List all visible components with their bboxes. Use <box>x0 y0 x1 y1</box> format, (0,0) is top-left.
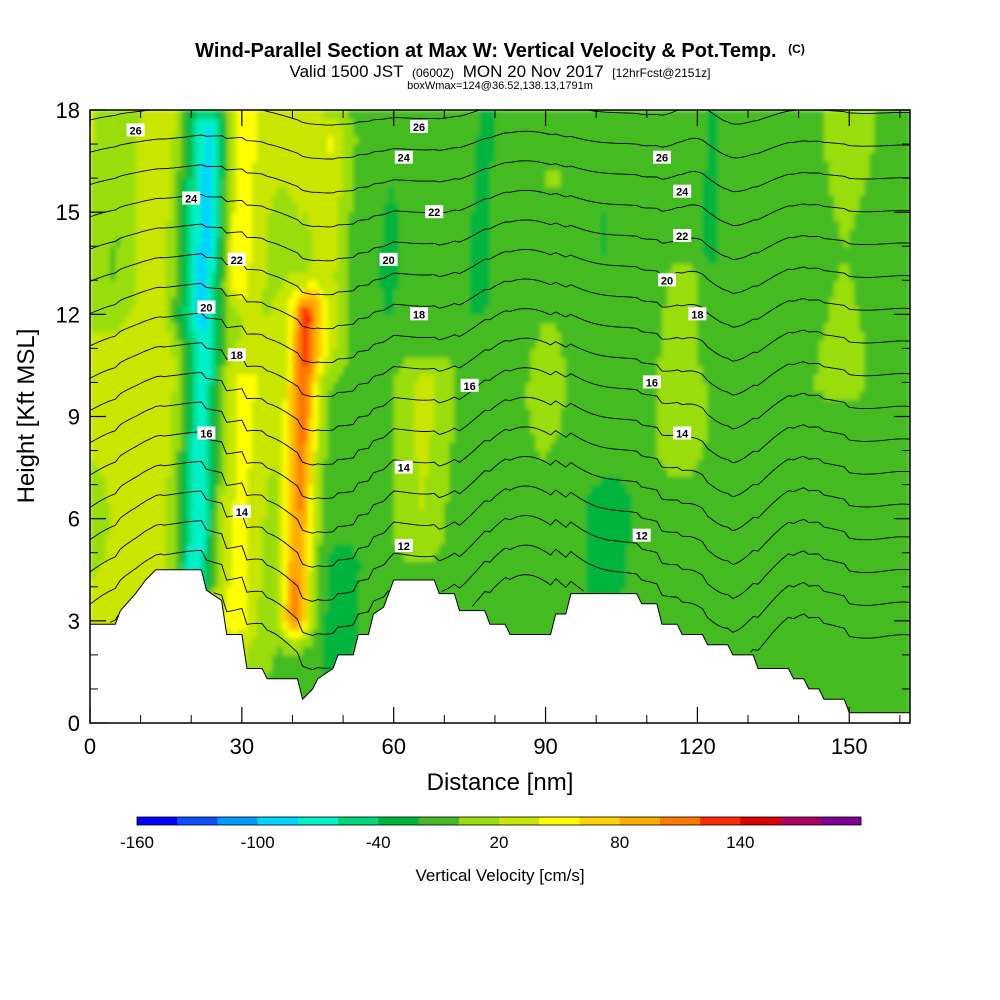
colorbar-swatch <box>579 817 620 825</box>
colorbar-swatch <box>137 817 178 825</box>
colorbar-swatch <box>619 817 661 825</box>
x-tick-label: 90 <box>533 734 557 759</box>
theta-contour-label: 26 <box>410 120 428 134</box>
colorbar-swatch <box>740 817 781 825</box>
theta-contour-line <box>90 249 910 296</box>
colorbar-swatch <box>659 817 701 825</box>
theta-contour-label: 26 <box>126 123 145 137</box>
theta-contour-line <box>90 110 910 126</box>
x-tick-label: 150 <box>831 734 868 759</box>
x-tick-label: 120 <box>679 734 716 759</box>
y-tick-label: 6 <box>68 507 80 532</box>
box-info: boxWmax=124@36.52,138.13,1791m <box>407 80 593 92</box>
theta-contour-label: 16 <box>460 378 479 393</box>
theta-contour-line <box>90 426 910 500</box>
theta-contour-label: 20 <box>379 252 398 267</box>
subtitle-date: MON 20 Nov 2017 <box>463 62 604 81</box>
colorbar-swatch <box>217 817 258 825</box>
theta-contour-label: 20 <box>658 273 676 287</box>
colorbar: -160 -100 -40 20 80 140 <box>120 816 862 852</box>
theta-contour-label: 18 <box>227 348 246 362</box>
y-tick-label: 9 <box>68 405 80 430</box>
colorbar-title: Vertical Velocity [cm/s] <box>415 866 584 885</box>
colorbar-swatch <box>297 817 339 825</box>
theta-contour-label: 22 <box>673 229 692 243</box>
colorbar-swatch <box>780 817 822 825</box>
plot-area: 26 24 22 20 18 16 14 26 24 22 20 18 16 14 12 26 24 22 20 18… <box>90 110 910 723</box>
theta-contour-label: 12 <box>632 528 651 543</box>
theta-contour-label: 14 <box>673 426 692 441</box>
theta-contour-label: 16 <box>642 375 661 389</box>
contour-labels: 26 24 22 20 18 16 14 26 24 22 20 18 16 14 12 26 24 22 20 18… <box>126 120 707 553</box>
colorbar-swatch <box>378 817 419 825</box>
theta-contour-label: 12 <box>394 538 413 553</box>
colorbar-swatch <box>700 817 741 825</box>
y-tick-label: 15 <box>56 200 80 225</box>
colorbar-tick-label: -160 <box>120 833 154 852</box>
colorbar-tick-label: 140 <box>726 833 754 852</box>
terrain-profile <box>90 569 910 723</box>
theta-contour-line <box>90 308 910 364</box>
x-axis-title: Distance [nm] <box>427 769 574 796</box>
theta-contour-label: 22 <box>227 252 246 267</box>
theta-contour-line <box>90 455 910 534</box>
theta-contour-label: 22 <box>425 205 444 219</box>
colorbar-swatch <box>338 817 379 825</box>
theta-contour-line <box>90 396 910 466</box>
theta-contour-line <box>90 544 910 636</box>
colorbar-swatch <box>418 817 460 825</box>
colorbar-swatch <box>257 817 299 825</box>
theta-contour-line <box>90 515 910 602</box>
subtitle-utc: (0600Z) <box>412 66 454 80</box>
colorbar-swatch <box>539 817 580 825</box>
chart-subtitle: Valid 1500 JST (0600Z) MON 20 Nov 2017 [… <box>290 62 711 81</box>
subtitle-forecast: [12hrFcst@2151z] <box>612 66 710 80</box>
y-axis-title: Height [Kft MSL] <box>13 329 40 504</box>
theta-contour-line <box>90 337 910 398</box>
theta-contour-label: 26 <box>653 150 671 165</box>
colorbar-tick-label: 20 <box>490 833 509 852</box>
theta-contour-line <box>90 160 910 194</box>
y-tick-label: 12 <box>56 302 80 327</box>
theta-contour-label: 24 <box>182 191 201 206</box>
theta-contour-label: 20 <box>197 300 216 315</box>
colorbar-tick-label: -100 <box>241 833 275 852</box>
theta-contour-label: 24 <box>394 150 413 165</box>
colorbar-swatch <box>820 817 862 825</box>
colorbar-swatch <box>499 817 540 825</box>
theta-contour-line <box>90 278 910 330</box>
title-mark: (C) <box>788 42 805 56</box>
axis-ticks: 0 30 60 90 120 150 0 3 6 9 12 15 18 <box>56 98 910 759</box>
y-tick-label: 18 <box>56 98 80 123</box>
x-tick-label: 60 <box>381 734 405 759</box>
colorbar-swatch <box>177 817 218 825</box>
theta-contour-label: 14 <box>394 460 413 475</box>
theta-contour-label: 14 <box>232 504 251 519</box>
theta-contour-line <box>90 130 910 160</box>
colorbar-tick-label: 80 <box>610 833 629 852</box>
theta-contour-line <box>109 574 910 670</box>
theta-contour-line <box>90 367 910 432</box>
terrain <box>90 569 910 723</box>
chart-title: Wind-Parallel Section at Max W: Vertical… <box>195 40 805 62</box>
theta-contour-label: 16 <box>197 426 216 441</box>
x-tick-label: 0 <box>84 734 96 759</box>
theta-contour-label: 24 <box>673 184 692 199</box>
x-tick-label: 30 <box>230 734 254 759</box>
y-tick-label: 0 <box>68 711 80 736</box>
colorbar-tick-label: -40 <box>366 833 391 852</box>
theta-contour-line <box>90 189 910 228</box>
potential-temperature-contours <box>90 110 910 670</box>
theta-contour-line <box>90 219 910 262</box>
theta-contour-line <box>90 485 910 568</box>
theta-contour-label: 18 <box>410 307 428 321</box>
y-tick-label: 3 <box>68 609 80 634</box>
colorbar-swatch <box>458 817 500 825</box>
theta-contour-label: 18 <box>688 307 707 321</box>
